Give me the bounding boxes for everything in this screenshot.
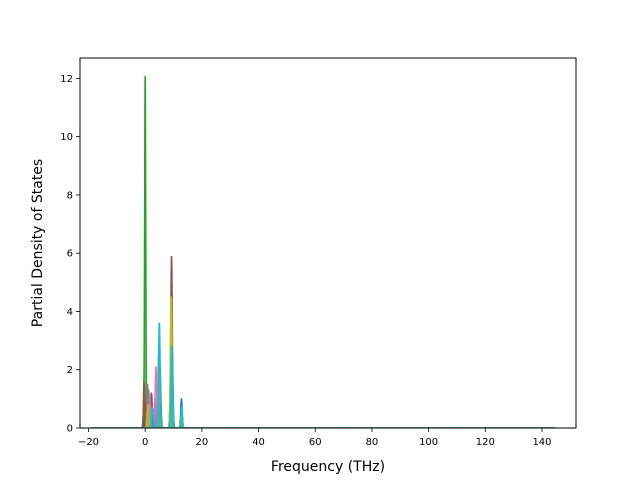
x-tick-label: 20 [196,437,209,448]
x-tick-label: 80 [366,437,379,448]
y-tick-label: 12 [60,74,73,85]
y-tick-label: 4 [67,307,73,318]
y-axis-ticks: 0 2 4 6 8 10 12 [60,74,80,435]
x-tick-label: 40 [252,437,265,448]
x-tick-label: 140 [532,437,551,448]
pdos-series-9-line [91,296,555,428]
y-tick-label: 6 [67,249,73,260]
y-axis-label: Partial Density of States [30,159,46,327]
x-tick-label: 0 [142,437,148,448]
x-tick-label: 100 [419,437,438,448]
x-axis-label: Frequency (THz) [271,459,385,475]
x-axis-ticks: −20 0 20 40 60 80 100 120 140 [78,428,552,448]
pdos-series-5-line [91,389,555,428]
y-tick-label: 8 [67,190,73,201]
x-tick-label: −20 [78,437,99,448]
x-tick-label: 120 [476,437,495,448]
y-tick-label: 10 [60,132,73,143]
y-tick-label: 0 [67,424,73,435]
axes-frame [79,57,577,429]
x-tick-label: 60 [309,437,322,448]
y-tick-label: 2 [67,365,73,376]
